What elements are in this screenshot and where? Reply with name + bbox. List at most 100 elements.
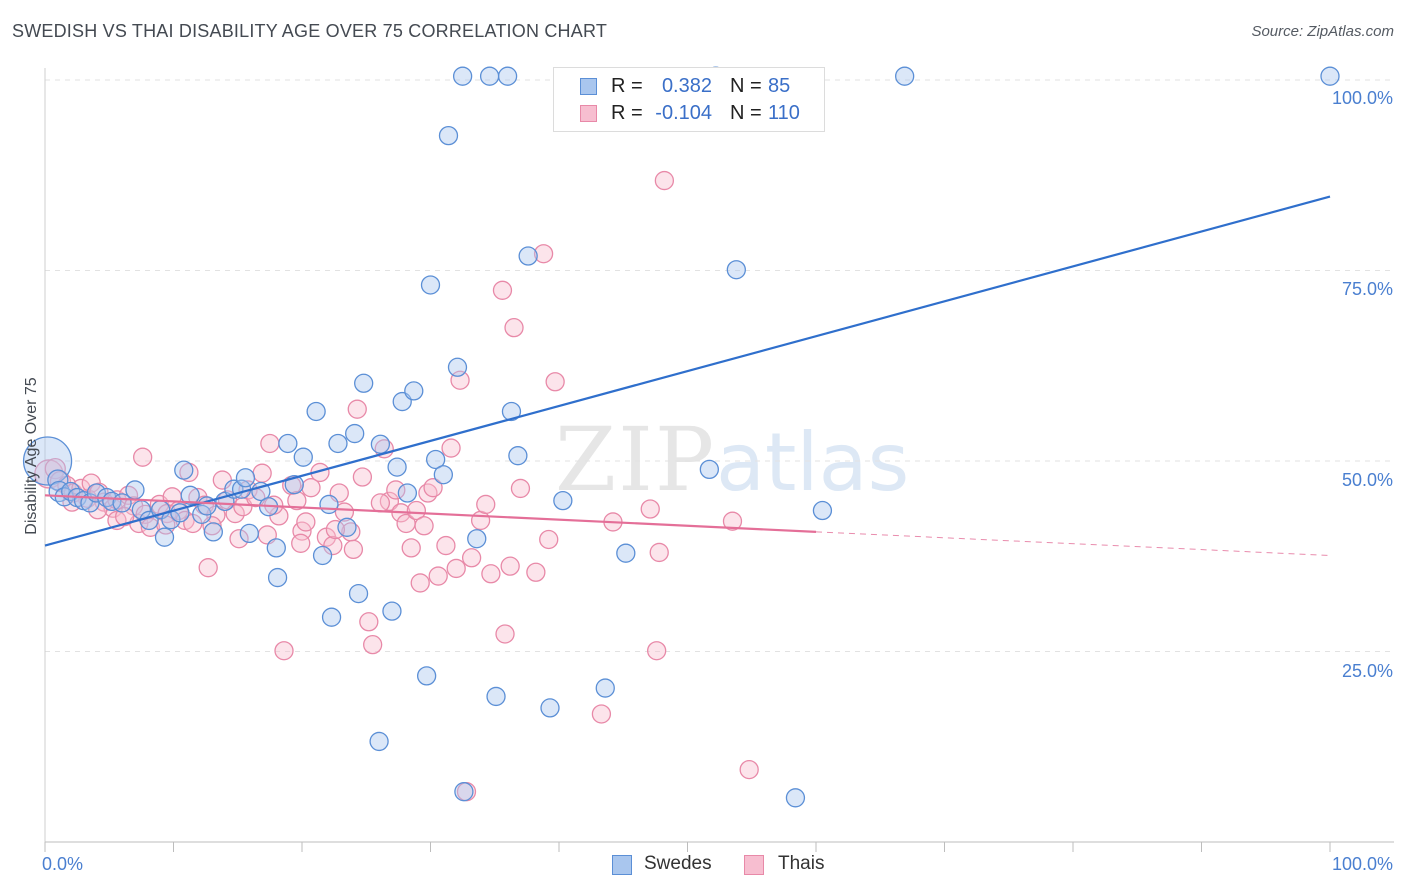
swedes-point [312,545,333,566]
swedes-point [251,481,271,502]
thais-point [301,478,321,498]
swedes-n-value: 85 [768,75,791,97]
thais-point [287,490,307,511]
swedes-point [1320,66,1340,86]
thais-point [140,517,161,537]
swedes-swatch [580,78,597,95]
thais-point [252,463,272,483]
thais-point [363,634,383,655]
swedes-point [293,447,313,467]
thais-point [504,317,524,338]
swedes-point [328,433,348,454]
swedes-point [595,678,615,698]
swedes-point [616,543,636,563]
swedes-point [267,567,288,588]
swedes-series [22,66,1340,808]
swedes-point [397,483,418,503]
swedes-point [180,485,200,505]
thais-legend-label: Thais [778,853,825,874]
swedes-legend-label: Swedes [644,853,712,874]
thais-swatch [580,105,597,122]
swedes-point [540,698,560,718]
watermark-zip: ZIP [555,408,716,511]
n-label: N = [730,75,762,97]
thais-point [495,624,515,644]
thais-point [739,759,759,780]
swedes-point [319,494,339,515]
swedes-point [278,433,298,454]
thais-point [198,558,218,578]
thais-point [492,280,513,300]
swedes-point [306,401,326,422]
thais-legend-swatch [744,855,764,875]
trend-lines [44,195,1331,556]
thais-point [414,516,434,536]
swedes-point [433,465,454,485]
thais-point [347,399,367,419]
swedes-point [726,260,746,280]
swedes-point [102,491,122,512]
thais-point [722,511,743,531]
thais-point [406,500,427,521]
swedes-point [416,666,437,686]
thais-point [352,467,373,487]
thais-point [334,502,355,522]
swedes-point [501,401,522,422]
swedes-point [22,436,73,486]
thais-point [441,438,461,458]
r-label: R = [611,75,643,97]
thais-point [260,433,280,454]
thais-point [296,512,316,532]
swedes-point [508,446,528,466]
thais-point [423,478,443,498]
x-tick-label-100: 100.0% [1332,854,1393,874]
swedes-point [425,449,446,470]
swedes-point [345,423,365,444]
stats-legend: R = 0.382 N = 85 R = -0.104 N = 110 [553,67,825,132]
y-tick-label-25: 25.0% [1342,661,1393,681]
axes [44,68,1394,852]
thais-point [325,519,346,540]
y-tick-label-75: 75.0% [1342,279,1393,299]
thais-point [410,573,430,593]
thais-point [274,641,294,661]
y-tick-label-100: 100.0% [1332,88,1393,108]
thais-point [436,535,456,556]
watermark-atlas: atlas [716,416,909,509]
thais-point [370,493,391,513]
thais-point [647,641,667,661]
swedes-legend-swatch [612,855,632,875]
swedes-point [447,357,468,377]
thais-point [545,372,565,392]
thais-point [133,447,153,467]
swedes-point [235,468,256,488]
swedes-point [370,434,391,454]
swedes-point [348,583,369,604]
swedes-point [321,607,342,627]
swedes-point [382,601,402,621]
swedes-point [895,66,915,86]
thais-point [34,459,64,489]
swedes-point [518,246,538,266]
thais-trend-extension [815,531,1331,556]
thais-point [446,558,466,579]
swedes-point [785,788,806,808]
thais-point [470,510,491,531]
legend-row-swedes: R = 0.382 N = 85 [554,73,824,101]
swedes-point [337,517,357,537]
thais-point [510,478,531,499]
gridlines [45,79,1394,652]
swedes-point [467,529,487,549]
swedes-point [452,66,473,86]
thais-point [291,533,311,553]
swedes-point [387,457,407,477]
swedes-point [486,686,506,707]
thais-r-value: -0.104 [655,102,712,124]
thais-point [533,244,554,264]
swedes-trend-line [44,195,1331,547]
thais-point [386,480,406,500]
thais-trend-line [44,494,817,533]
swedes-point [369,731,389,752]
swedes-point [125,480,145,500]
thais-point [539,529,559,550]
